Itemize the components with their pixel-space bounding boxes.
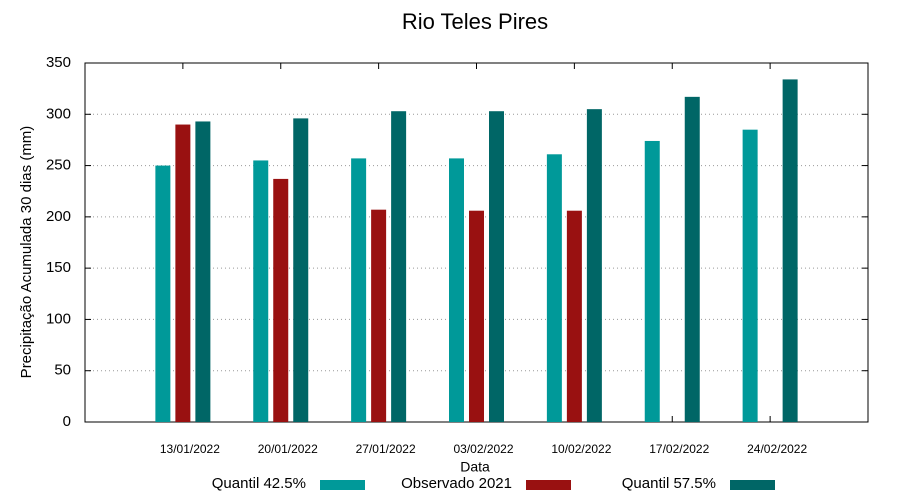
legend-swatch: [526, 480, 571, 490]
y-tick-label: 300: [46, 105, 71, 122]
bar: [273, 178, 289, 422]
y-tick-label: 0: [63, 413, 71, 430]
bar: [155, 165, 171, 423]
legend-label: Quantil 57.5%: [622, 475, 716, 492]
x-axis-label: Data: [460, 459, 490, 475]
bar: [742, 129, 758, 422]
bar: [391, 111, 407, 423]
legend-label: Observado 2021: [401, 475, 512, 492]
bar: [175, 124, 191, 423]
bar: [253, 160, 269, 422]
x-tick-label: 27/01/2022: [356, 442, 416, 456]
bar: [449, 158, 464, 423]
bar: [489, 111, 504, 423]
y-tick-label: 350: [46, 54, 71, 71]
y-tick-label: 250: [46, 157, 71, 174]
x-tick-label: 10/02/2022: [551, 442, 611, 456]
bar: [371, 209, 387, 422]
legend-label: Quantil 42.5%: [212, 475, 306, 492]
bar: [586, 109, 602, 423]
y-tick-label: 200: [46, 208, 71, 225]
bar: [782, 79, 798, 422]
bar: [684, 96, 700, 422]
y-tick-label: 150: [46, 259, 71, 276]
bar: [546, 154, 562, 422]
bar: [293, 118, 309, 422]
bar: [566, 210, 582, 422]
y-tick-label: 50: [54, 362, 71, 379]
bar: [644, 140, 660, 422]
x-tick-label: 13/01/2022: [160, 442, 220, 456]
bar: [351, 158, 367, 423]
legend-swatch: [320, 480, 365, 490]
y-tick-label: 100: [46, 310, 71, 327]
x-tick-label: 24/02/2022: [747, 442, 807, 456]
bar: [469, 210, 484, 422]
chart-title: Rio Teles Pires: [402, 9, 548, 34]
legend-swatch: [730, 480, 775, 490]
x-tick-label: 20/01/2022: [258, 442, 318, 456]
x-tick-label: 17/02/2022: [649, 442, 709, 456]
x-tick-label: 03/02/2022: [453, 442, 513, 456]
y-axis-label: Precipitação Acumulada 30 dias (mm): [18, 126, 35, 379]
bar: [195, 121, 211, 423]
